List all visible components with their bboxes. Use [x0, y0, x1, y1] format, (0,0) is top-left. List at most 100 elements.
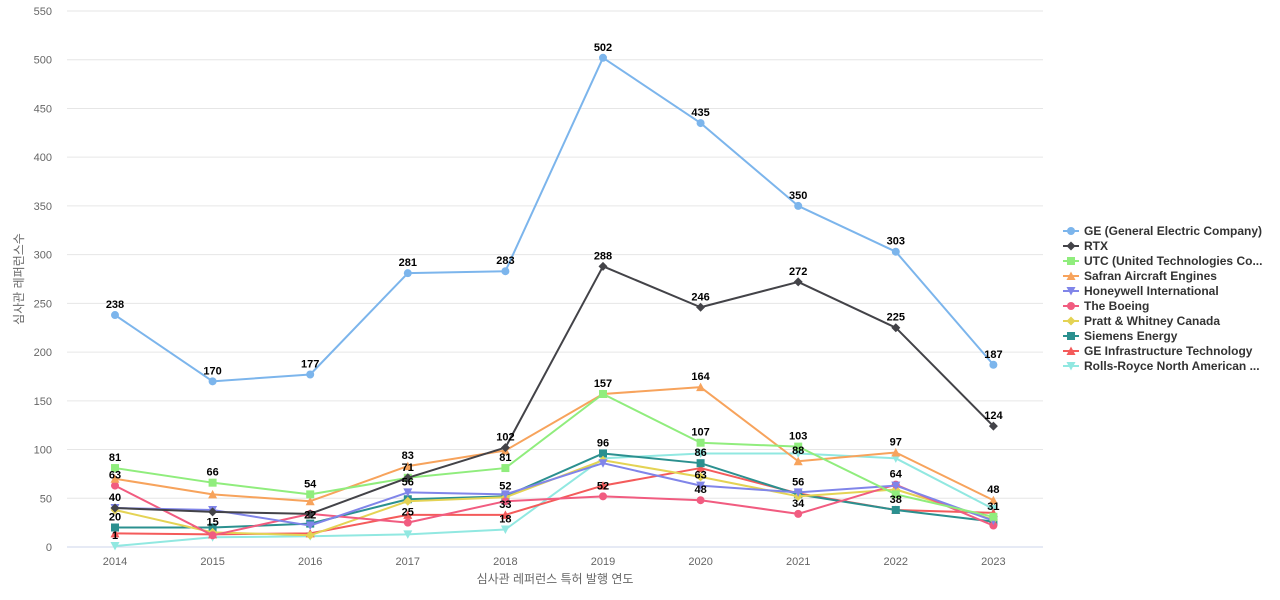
y-tick-label: 400 [34, 152, 52, 164]
legend-item[interactable]: Rolls-Royce North American ... [1063, 359, 1260, 373]
data-point [794, 442, 803, 451]
y-tick-label: 0 [46, 542, 52, 554]
legend-marker [1067, 302, 1075, 310]
data-label: 102 [496, 432, 514, 444]
legend-item[interactable]: Safran Aircraft Engines [1063, 269, 1217, 283]
data-point [599, 53, 607, 62]
x-tick-label: 2014 [103, 556, 127, 568]
x-axis-title: 심사관 레퍼런스 특허 발행 연도 [477, 571, 634, 586]
data-label: 238 [106, 299, 124, 311]
data-label: 48 [987, 484, 999, 496]
x-tick-label: 2018 [493, 556, 517, 568]
data-label: 288 [594, 250, 612, 262]
legend-item[interactable]: GE Infrastructure Technology [1063, 344, 1253, 358]
data-point [110, 542, 120, 551]
data-label: 170 [203, 365, 221, 377]
data-label: 56 [402, 476, 414, 488]
x-tick-label: 2019 [591, 556, 615, 568]
data-point [208, 489, 218, 499]
data-label: 107 [691, 427, 709, 439]
legend-item[interactable]: UTC (United Technologies Co... [1063, 254, 1262, 268]
data-label: 164 [691, 371, 710, 383]
data-point [793, 488, 803, 497]
legend-label: RTX [1084, 239, 1108, 253]
legend-label: GE Infrastructure Technology [1084, 344, 1253, 358]
legend-item[interactable]: RTX [1063, 239, 1108, 253]
legend-marker [1067, 227, 1075, 235]
data-point [403, 510, 413, 519]
legend-item[interactable]: Pratt & Whitney Canada [1063, 314, 1220, 328]
x-tick-label: 2020 [688, 556, 712, 568]
data-label: 71 [402, 462, 414, 474]
data-point [696, 382, 706, 392]
y-tick-label: 150 [34, 396, 52, 408]
series-line [114, 386, 994, 503]
data-point [208, 377, 217, 386]
data-label: 81 [499, 452, 511, 464]
data-point [403, 496, 413, 506]
data-point [403, 269, 412, 278]
data-label: 96 [597, 437, 609, 449]
data-point [696, 472, 706, 482]
data-point [111, 464, 119, 473]
series-0 [111, 53, 998, 386]
data-label: 20 [109, 512, 121, 524]
y-tick-label: 200 [34, 347, 52, 359]
data-point [306, 370, 315, 379]
data-label: 34 [792, 498, 805, 510]
data-point [696, 449, 706, 458]
data-point [501, 464, 510, 473]
legend-item[interactable]: Honeywell International [1063, 284, 1219, 298]
data-point [696, 481, 706, 491]
legend-marker [1066, 362, 1076, 371]
data-label: 64 [890, 469, 903, 481]
legend-label: Honeywell International [1084, 284, 1219, 298]
data-point [110, 474, 120, 483]
data-point [500, 510, 510, 519]
data-point [599, 389, 607, 398]
data-label: 283 [496, 255, 514, 267]
data-label: 38 [890, 494, 902, 506]
legend-item[interactable]: Siemens Energy [1063, 329, 1178, 343]
data-label: 88 [792, 445, 804, 457]
data-label: 48 [694, 484, 706, 496]
y-tick-label: 350 [34, 201, 52, 213]
data-label: 303 [887, 236, 905, 248]
x-tick-label: 2017 [396, 556, 420, 568]
legend-item[interactable]: The Boeing [1063, 299, 1149, 313]
x-tick-label: 2016 [298, 556, 322, 568]
series-line [114, 483, 994, 537]
data-point [598, 459, 608, 468]
data-point [989, 360, 998, 369]
y-tick-label: 100 [34, 445, 52, 457]
legend-label: Siemens Energy [1084, 329, 1178, 343]
data-label: 281 [399, 257, 417, 269]
data-point [989, 512, 998, 521]
data-point [305, 496, 315, 506]
data-label: 502 [594, 42, 612, 54]
data-label: 272 [789, 266, 807, 278]
data-label: 54 [304, 478, 317, 490]
data-point [696, 119, 705, 128]
data-label: 52 [499, 480, 511, 492]
data-point [599, 449, 607, 458]
data-point [501, 267, 510, 276]
data-point [111, 481, 119, 490]
legend-item[interactable]: GE (General Electric Company) [1063, 224, 1262, 238]
data-point [305, 521, 315, 531]
data-point [891, 505, 900, 514]
data-label: 97 [890, 436, 902, 448]
data-point [696, 459, 705, 468]
data-point [988, 421, 998, 431]
data-label: 103 [789, 431, 807, 443]
data-point [500, 443, 510, 453]
data-point [891, 490, 900, 499]
data-label: 246 [691, 291, 709, 303]
data-point [891, 481, 901, 491]
data-point [306, 490, 315, 499]
data-label: 177 [301, 359, 319, 371]
data-point [403, 518, 412, 527]
series-1 [110, 261, 998, 519]
series-layer [110, 53, 998, 551]
x-tick-label: 2015 [200, 556, 224, 568]
